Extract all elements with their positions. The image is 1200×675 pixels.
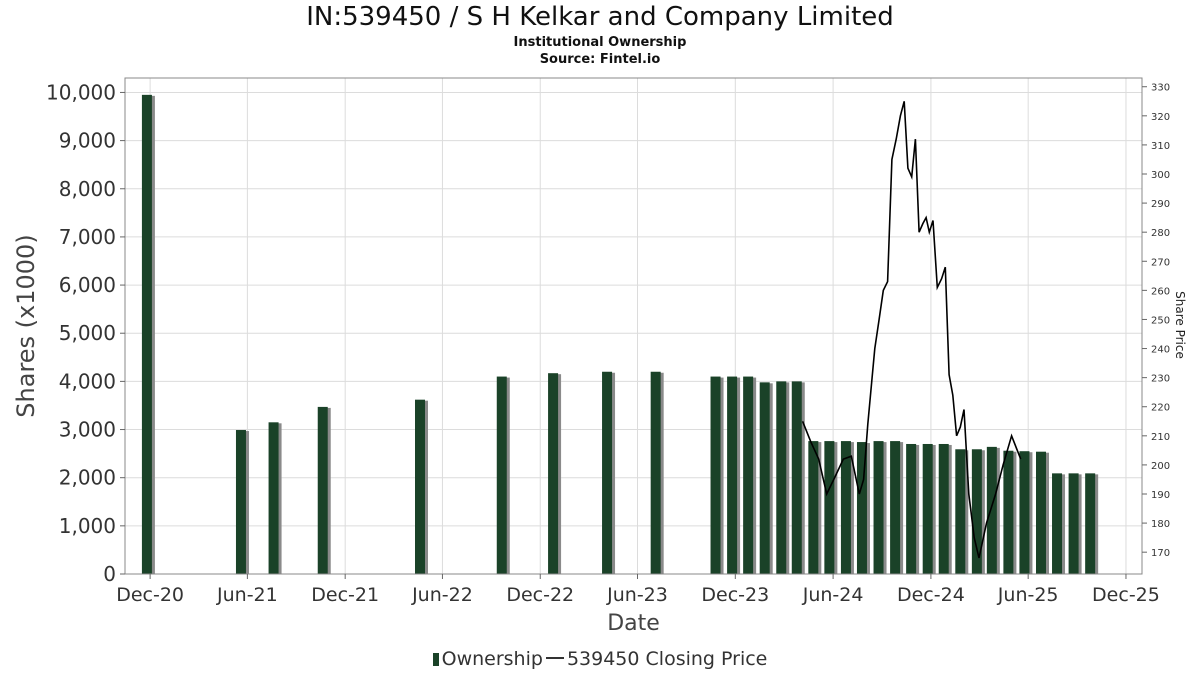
bar bbox=[414, 399, 425, 574]
bar bbox=[1068, 473, 1079, 574]
x-tick-label: Dec-20 bbox=[116, 584, 184, 606]
y2-tick-label: 280 bbox=[1151, 228, 1170, 239]
y-tick-label: 7,000 bbox=[59, 225, 116, 249]
bar bbox=[873, 441, 884, 574]
legend: Ownership 539450 Closing Price bbox=[0, 648, 1200, 670]
x-tick-label: Jun-22 bbox=[411, 584, 473, 606]
y2-tick-label: 230 bbox=[1151, 374, 1170, 385]
x-tick-label: Jun-25 bbox=[997, 584, 1059, 606]
bar bbox=[856, 442, 867, 574]
bar bbox=[1085, 473, 1096, 574]
y2-tick-label: 220 bbox=[1151, 403, 1170, 414]
y2-tick-label: 330 bbox=[1151, 83, 1170, 94]
x-tick-label: Jun-21 bbox=[216, 584, 278, 606]
bar bbox=[602, 371, 613, 574]
bar bbox=[971, 449, 982, 574]
bar bbox=[776, 381, 787, 574]
legend-swatch-ownership bbox=[432, 653, 439, 666]
bar bbox=[496, 376, 507, 574]
chart-subtitle: Institutional Ownership bbox=[513, 35, 687, 50]
y-tick-label: 1,000 bbox=[59, 514, 116, 538]
bar bbox=[955, 449, 966, 574]
chart-title: IN:539450 / S H Kelkar and Company Limit… bbox=[306, 2, 894, 32]
x-tick-label: Jun-23 bbox=[606, 584, 668, 606]
y-tick-label: 6,000 bbox=[59, 273, 116, 297]
y2-tick-label: 180 bbox=[1151, 519, 1170, 530]
y2-tick-label: 290 bbox=[1151, 199, 1170, 210]
plot-frame bbox=[124, 77, 1143, 575]
y2-tick-label: 240 bbox=[1151, 345, 1170, 356]
bar bbox=[824, 441, 835, 574]
y2-tick-label: 210 bbox=[1151, 432, 1170, 443]
bar bbox=[268, 422, 279, 574]
bar bbox=[808, 441, 819, 574]
y2-tick-label: 310 bbox=[1151, 141, 1170, 152]
x-tick-label: Dec-21 bbox=[311, 584, 379, 606]
y2-axis-label: Share Price bbox=[1173, 291, 1187, 359]
y2-tick-label: 170 bbox=[1151, 548, 1170, 559]
y2-tick-label: 300 bbox=[1151, 170, 1170, 181]
y2-tick-label: 200 bbox=[1151, 461, 1170, 472]
bar bbox=[906, 443, 917, 574]
chart-source: Source: Fintel.io bbox=[539, 52, 661, 67]
y-tick-label: 3,000 bbox=[59, 418, 116, 442]
bar bbox=[235, 430, 246, 574]
legend-label-price: 539450 Closing Price bbox=[566, 648, 768, 670]
bar bbox=[548, 373, 559, 574]
bar bbox=[650, 371, 661, 574]
x-tick-label: Jun-24 bbox=[802, 584, 864, 606]
y2-tick-label: 190 bbox=[1151, 490, 1170, 501]
y-tick-label: 0 bbox=[103, 562, 116, 586]
bar bbox=[1003, 450, 1014, 574]
y-tick-label: 8,000 bbox=[59, 177, 116, 201]
bar bbox=[141, 94, 152, 574]
bar bbox=[727, 376, 738, 574]
bar bbox=[1019, 451, 1030, 574]
bar bbox=[743, 376, 754, 574]
x-tick-label: Dec-25 bbox=[1092, 584, 1160, 606]
bar bbox=[759, 382, 770, 574]
y2-tick-label: 250 bbox=[1151, 315, 1170, 326]
y2-tick-label: 270 bbox=[1151, 257, 1170, 268]
bar bbox=[1052, 473, 1063, 574]
y2-tick-label: 320 bbox=[1151, 112, 1170, 123]
x-tick-label: Dec-23 bbox=[701, 584, 769, 606]
x-tick-label: Dec-22 bbox=[506, 584, 574, 606]
y-tick-label: 2,000 bbox=[59, 466, 116, 490]
y-tick-label: 10,000 bbox=[46, 80, 116, 104]
x-axis-label: Date bbox=[607, 611, 660, 636]
y2-tick-label: 260 bbox=[1151, 286, 1170, 297]
y-tick-label: 5,000 bbox=[59, 321, 116, 345]
legend-label-ownership: Ownership bbox=[441, 648, 543, 670]
legend-swatch-price bbox=[545, 657, 564, 659]
bar bbox=[1035, 451, 1046, 574]
bar bbox=[890, 441, 901, 574]
price-line bbox=[801, 101, 1022, 559]
y-axis-label: Shares (x1000) bbox=[12, 234, 40, 417]
bar bbox=[986, 446, 997, 574]
y-tick-label: 9,000 bbox=[59, 129, 116, 153]
bar bbox=[840, 441, 851, 574]
bar bbox=[922, 443, 933, 574]
y-tick-label: 4,000 bbox=[59, 369, 116, 393]
bar bbox=[938, 443, 949, 574]
bar bbox=[710, 376, 721, 574]
bar bbox=[317, 406, 328, 574]
bar bbox=[791, 381, 802, 574]
x-tick-label: Dec-24 bbox=[897, 584, 965, 606]
